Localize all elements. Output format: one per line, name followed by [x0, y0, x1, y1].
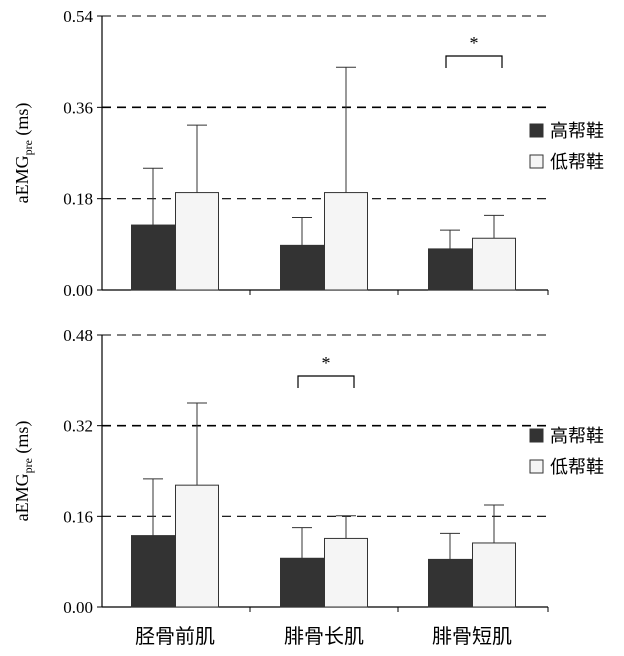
legend-swatch	[529, 428, 544, 443]
bar	[280, 557, 324, 608]
bar	[428, 558, 472, 608]
y-tick-label: 0.54	[63, 7, 93, 26]
x-category-label: 胫骨前肌	[135, 625, 215, 648]
x-category-label: 腓骨长肌	[284, 625, 364, 648]
legend-label: 低帮鞋	[550, 457, 604, 477]
legend-label: 高帮鞋	[550, 426, 604, 446]
significance-label: *	[322, 353, 331, 373]
x-category-label: 腓骨短肌	[432, 625, 512, 648]
legend-label: 低帮鞋	[550, 152, 604, 172]
bar	[131, 224, 175, 291]
bar	[175, 484, 219, 608]
bar	[472, 542, 516, 608]
y-axis-label: aEMGpre (ms)	[12, 421, 35, 522]
y-tick-label: 0.36	[63, 98, 93, 117]
bar	[428, 248, 472, 291]
bar	[131, 535, 175, 608]
significance-label: *	[470, 33, 479, 53]
y-tick-label: 0.00	[63, 281, 93, 300]
y-tick-label: 0.00	[63, 598, 93, 617]
y-tick-label: 0.16	[63, 507, 93, 526]
bar	[280, 244, 324, 291]
y-tick-label: 0.48	[63, 326, 93, 345]
bar	[324, 192, 368, 291]
legend-label: 高帮鞋	[550, 121, 604, 141]
significance-bracket	[297, 375, 355, 388]
y-tick-label: 0.18	[63, 190, 93, 209]
y-tick-label: 0.32	[63, 417, 93, 436]
bar	[324, 537, 368, 608]
y-axis-label: aEMGpre (ms)	[12, 103, 35, 204]
bar	[472, 237, 516, 291]
legend-swatch	[529, 459, 544, 474]
legend-swatch	[529, 154, 544, 169]
legend-swatch	[529, 123, 544, 138]
bar	[175, 192, 219, 291]
significance-bracket	[445, 55, 503, 68]
